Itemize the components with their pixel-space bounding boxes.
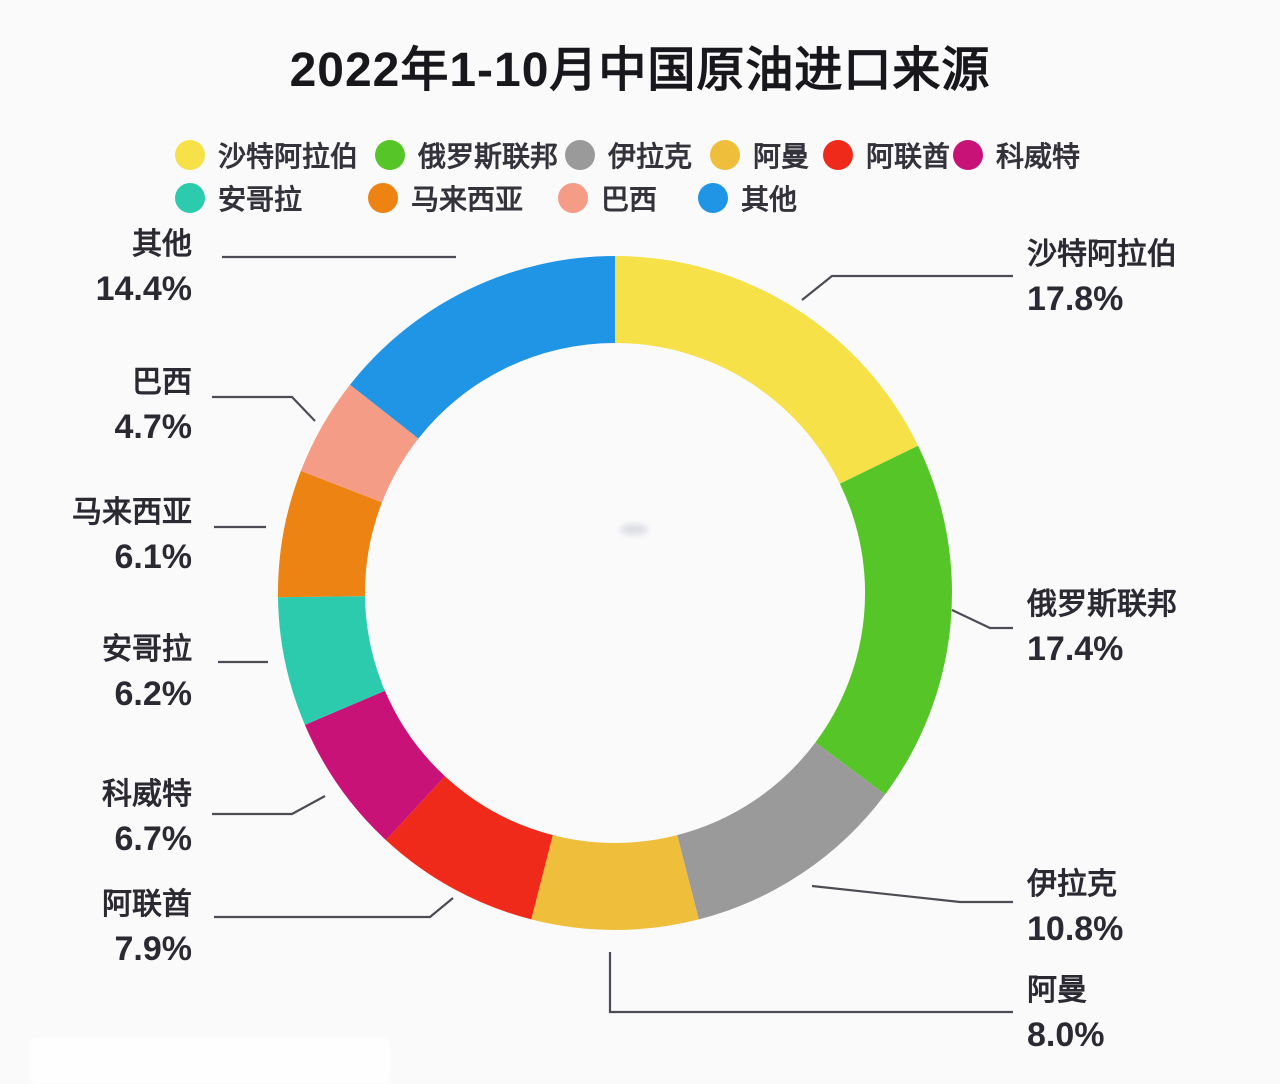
- slice-callout-line-2: [811, 884, 1013, 904]
- slice-name: 马来西亚: [72, 496, 192, 529]
- slice-percent: 17.8%: [1027, 280, 1124, 318]
- slice-percent: 6.7%: [114, 820, 193, 858]
- slice-percent: 8.0%: [1027, 1016, 1105, 1054]
- slice-percent: 17.4%: [1027, 630, 1124, 668]
- chart-title: 2022年1-10月中国原油进口来源: [289, 44, 991, 97]
- slice-label-伊拉克: 伊拉克 10.8%: [1027, 864, 1123, 952]
- slice-callout-line-1: [951, 609, 1013, 630]
- slice-name: 阿曼: [1027, 974, 1087, 1007]
- slice-name: 其他: [132, 228, 192, 261]
- slice-percent: 6.2%: [114, 675, 193, 713]
- slice-percent: 6.1%: [114, 538, 193, 576]
- slice-label-阿曼: 阿曼 8.0%: [1027, 970, 1105, 1058]
- slice-callout-line-3: [608, 952, 1013, 1014]
- donut-slice-5: [304, 690, 445, 841]
- donut-slice-2: [677, 742, 886, 920]
- slice-name: 沙特阿拉伯: [1027, 238, 1177, 271]
- slice-label-其他: 其他 14.4%: [2, 224, 192, 312]
- slice-label-安哥拉: 安哥拉 6.2%: [2, 629, 192, 717]
- slice-percent: 14.4%: [95, 270, 192, 308]
- slice-callout-line-5: [212, 795, 326, 816]
- slice-callout-line-4: [214, 897, 454, 919]
- slice-name: 巴西: [132, 366, 192, 399]
- slice-name: 安哥拉: [102, 633, 192, 666]
- slice-name: 阿联酋: [102, 888, 192, 921]
- slice-label-阿联酋: 阿联酋 7.9%: [2, 884, 192, 972]
- slice-percent: 4.7%: [114, 408, 193, 446]
- donut-slice-9: [350, 256, 615, 439]
- slice-label-马来西亚: 马来西亚 6.1%: [2, 492, 192, 580]
- slice-callout-line-0: [801, 274, 1013, 301]
- slice-label-沙特阿拉伯: 沙特阿拉伯 17.8%: [1027, 234, 1177, 322]
- slice-label-俄罗斯联邦: 俄罗斯联邦 17.4%: [1027, 584, 1177, 672]
- slice-callout-line-8: [212, 395, 316, 422]
- donut-slice-7: [277, 470, 382, 598]
- slice-percent: 10.8%: [1027, 910, 1124, 948]
- slice-label-科威特: 科威特 6.7%: [2, 774, 192, 862]
- donut-slice-3: [531, 835, 699, 930]
- donut-slice-0: [615, 256, 919, 484]
- slice-name: 俄罗斯联邦: [1027, 588, 1177, 621]
- corner-watermark: [30, 1038, 390, 1084]
- donut-slice-4: [385, 776, 553, 920]
- slice-name: 科威特: [102, 778, 192, 811]
- donut-slice-6: [278, 596, 385, 725]
- slice-name: 伊拉克: [1027, 868, 1117, 901]
- slice-percent: 7.9%: [114, 930, 193, 968]
- donut-slice-1: [815, 445, 952, 795]
- center-watermark-smudge: [620, 524, 648, 535]
- donut-slice-8: [300, 384, 419, 503]
- slice-label-巴西: 巴西 4.7%: [2, 362, 193, 450]
